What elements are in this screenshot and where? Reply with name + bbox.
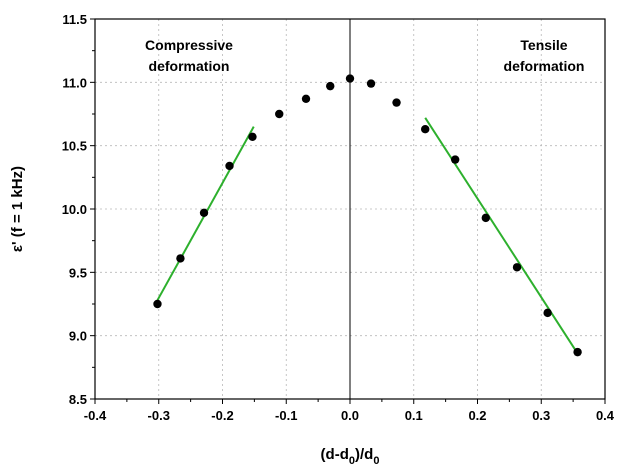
y-tick-label: 9.5 xyxy=(69,265,87,280)
data-point xyxy=(199,208,209,217)
y-tick-label: 10.5 xyxy=(62,139,87,154)
data-point xyxy=(421,125,430,134)
x-axis-title-part: (d-d xyxy=(321,446,349,463)
x-tick-label: 0.2 xyxy=(468,408,486,423)
data-point xyxy=(153,299,162,309)
x-axis-title-subscript: 0 xyxy=(373,455,379,467)
data-point xyxy=(301,94,311,104)
y-tick-label: 8.5 xyxy=(69,392,87,407)
data-point xyxy=(543,308,552,318)
data-point xyxy=(326,81,335,91)
x-tick-labels: -0.4 -0.3 -0.2 -0.1 0.0 0.1 0.2 0.3 0.4 xyxy=(84,408,615,423)
y-tick-label: 11.0 xyxy=(62,75,87,90)
data-point xyxy=(481,213,490,223)
y-tick-label: 11.5 xyxy=(62,12,87,27)
y-tick-labels: 8.5 9.0 9.5 10.0 10.5 11.0 11.5 xyxy=(62,12,87,407)
x-tick-label: -0.3 xyxy=(148,408,170,423)
data-point xyxy=(512,263,522,272)
data-point xyxy=(345,74,355,83)
y-tick-label: 9.0 xyxy=(69,329,87,344)
x-tick-label: 0.0 xyxy=(341,408,359,423)
x-tick-label: 0.4 xyxy=(596,408,615,423)
annotation-tensile-line1: Tensile xyxy=(520,37,567,53)
x-tick-label: 0.3 xyxy=(532,408,550,423)
linear-fits xyxy=(156,117,579,354)
data-point xyxy=(450,155,460,164)
x-axis-title: (d-d0)/d0 xyxy=(321,446,380,467)
data-point xyxy=(176,254,185,263)
data-point xyxy=(366,79,376,88)
x-axis-title-part: )/d xyxy=(355,446,373,463)
axis-ticks xyxy=(90,18,606,404)
x-axis-title-subscript: 0 xyxy=(349,455,355,467)
annotation-compressive-line2: deformation xyxy=(149,58,230,74)
annotation-compressive-line1: Compressive xyxy=(145,37,233,53)
data-point xyxy=(225,161,234,171)
fit-line xyxy=(424,117,579,354)
y-tick-label: 10.0 xyxy=(62,202,87,217)
x-tick-label: -0.2 xyxy=(211,408,233,423)
x-tick-label: -0.1 xyxy=(275,408,297,423)
data-points xyxy=(153,74,582,357)
data-point xyxy=(392,98,401,107)
x-tick-label: -0.4 xyxy=(84,408,107,423)
x-tick-label: 0.1 xyxy=(405,408,423,423)
y-axis-title: ε' (f = 1 kHz) xyxy=(9,166,26,252)
data-point xyxy=(573,347,582,357)
data-point xyxy=(248,132,257,141)
data-point xyxy=(275,109,284,119)
annotation-tensile-line2: deformation xyxy=(504,58,585,74)
